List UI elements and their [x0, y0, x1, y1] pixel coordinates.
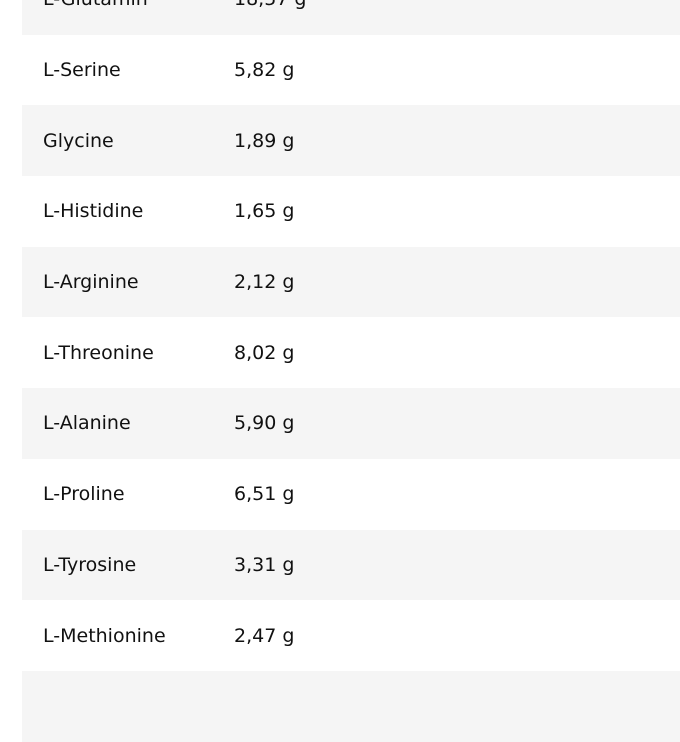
- table-row: L-Proline 6,51 g: [22, 459, 680, 530]
- amino-acid-value: 2,47 g: [234, 624, 295, 647]
- table-row: Glycine 1,89 g: [22, 105, 680, 177]
- amino-acid-value: 8,02 g: [234, 341, 295, 364]
- amino-acid-name: L-Threonine: [43, 341, 154, 364]
- amino-acid-value: 18,57 g: [234, 0, 307, 10]
- amino-acid-value: 1,89 g: [234, 129, 295, 152]
- table-row: L-Arginine 2,12 g: [22, 246, 680, 318]
- table-row: [22, 670, 680, 742]
- amino-acid-value: 3,31 g: [234, 553, 295, 576]
- amino-acid-name: L-Tyrosine: [43, 553, 137, 576]
- table-row: L-Alanine 5,90 g: [22, 388, 680, 459]
- amino-acid-name: L-Glutamin: [43, 0, 148, 10]
- amino-acid-name: L-Serine: [43, 59, 121, 82]
- amino-acid-table: L-Glutamin 18,57 g L-Serine 5,82 g Glycine…: [22, 0, 680, 742]
- amino-acid-value: 5,82 g: [234, 59, 295, 82]
- table-row: L-Threonine 8,02 g: [22, 317, 680, 388]
- amino-acid-name: Glycine: [43, 129, 114, 152]
- amino-acid-value: 2,12 g: [234, 271, 295, 294]
- amino-acid-name: L-Alanine: [43, 412, 131, 435]
- amino-acid-value: 5,90 g: [234, 412, 295, 435]
- table-row: L-Histidine 1,65 g: [22, 176, 680, 247]
- amino-acid-name: L-Histidine: [43, 200, 144, 223]
- table-row: L-Methionine 2,47 g: [22, 600, 680, 671]
- table-row: L-Glutamin 18,57 g: [22, 0, 680, 35]
- table-row: L-Serine 5,82 g: [22, 35, 680, 106]
- amino-acid-name: L-Proline: [43, 483, 125, 506]
- table-row: L-Tyrosine 3,31 g: [22, 529, 680, 601]
- amino-acid-name: L-Methionine: [43, 624, 166, 647]
- amino-acid-value: 6,51 g: [234, 483, 295, 506]
- amino-acid-name: L-Arginine: [43, 271, 139, 294]
- amino-acid-value: 1,65 g: [234, 200, 295, 223]
